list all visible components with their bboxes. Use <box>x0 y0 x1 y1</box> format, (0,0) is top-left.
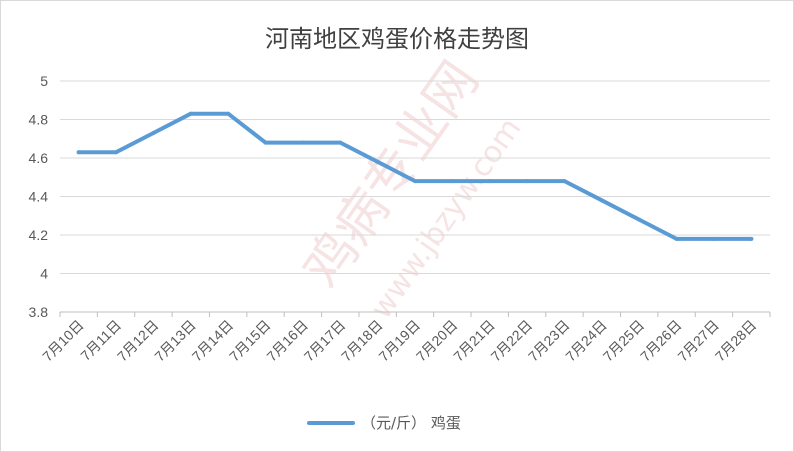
data-point <box>151 130 156 135</box>
data-point <box>525 179 530 184</box>
data-point <box>562 179 567 184</box>
y-tick-label: 4.2 <box>29 227 49 243</box>
y-axis-ticks: 5 4.8 4.6 4.4 4.2 4 3.8 <box>29 73 49 320</box>
data-point <box>76 150 81 155</box>
legend-label: （元/斤） 鸡蛋 <box>361 414 461 432</box>
y-tick-label: 5 <box>40 73 48 89</box>
data-point <box>226 111 231 116</box>
y-tick-label: 4 <box>40 266 48 282</box>
x-tick-label: 7月28日 <box>712 317 760 365</box>
y-tick-label: 3.8 <box>29 304 49 320</box>
data-point <box>674 236 679 241</box>
y-tick-label: 4.4 <box>29 189 49 205</box>
data-point <box>599 198 604 203</box>
data-point <box>637 217 642 222</box>
data-point <box>487 179 492 184</box>
data-point <box>188 111 193 116</box>
data-point <box>300 140 305 145</box>
data-point <box>450 179 455 184</box>
chart-title: 河南地区鸡蛋价格走势图 <box>265 25 529 53</box>
legend: （元/斤） 鸡蛋 <box>307 414 461 432</box>
data-point <box>338 140 343 145</box>
data-point <box>114 150 119 155</box>
watermark: 鸡病专业网 www.jbzyw.com <box>292 51 528 326</box>
y-tick-label: 4.6 <box>29 150 49 166</box>
x-axis-ticks: 7月10日7月11日7月12日7月13日7月14日7月15日7月16日7月17日… <box>39 312 771 365</box>
series-layer <box>76 111 754 241</box>
data-point <box>749 236 754 241</box>
data-point <box>711 236 716 241</box>
data-point <box>263 140 268 145</box>
x-tick-label: 7月10日 <box>39 317 87 365</box>
y-tick-label: 4.8 <box>29 112 49 128</box>
grid <box>60 80 770 313</box>
data-point <box>413 179 417 184</box>
data-point <box>375 159 380 164</box>
